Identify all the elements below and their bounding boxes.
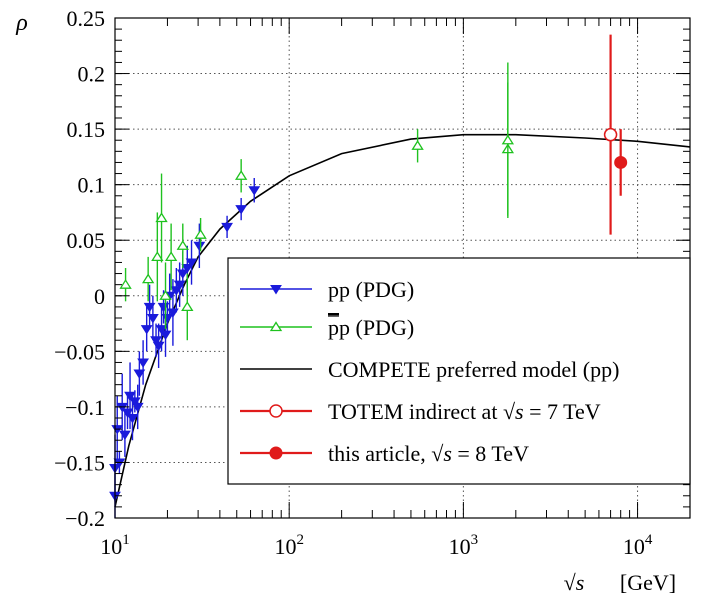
pbarp-marker bbox=[269, 321, 283, 332]
legend-entry: TOTEM indirect at √s = 7 TeV bbox=[240, 399, 601, 424]
legend-entry: COMPETE preferred model (pp) bbox=[240, 357, 619, 382]
pp-marker bbox=[176, 269, 189, 279]
x-tick-label: 103 bbox=[449, 532, 479, 559]
pp-marker bbox=[155, 325, 168, 335]
pp-marker bbox=[146, 314, 159, 324]
pp-marker bbox=[137, 358, 150, 368]
pp-marker bbox=[221, 222, 233, 233]
pbarp-marker bbox=[411, 140, 424, 150]
pbarp-marker bbox=[155, 212, 168, 223]
pbarp-marker bbox=[176, 240, 189, 250]
legend-box bbox=[227, 257, 691, 485]
legend-label-post: = 8 TeV bbox=[452, 441, 529, 466]
totem-7tev-marker bbox=[603, 127, 618, 142]
legend-label-rest: p (PDG) bbox=[339, 315, 414, 340]
y-axis-label: ρ bbox=[15, 10, 28, 36]
x-tick-label: 102 bbox=[274, 532, 304, 559]
legend-label-bar: p bbox=[328, 315, 339, 340]
y-tick-label: −0.05 bbox=[54, 339, 105, 364]
legend-label: pp (PDG) bbox=[328, 277, 414, 302]
legend-label: this article, √s = 8 TeV bbox=[328, 441, 529, 466]
x-tick-label-base: 10 bbox=[623, 534, 645, 559]
x-tick-label-exponent: 4 bbox=[645, 532, 653, 548]
pbarp-marker bbox=[151, 251, 164, 262]
legend-entry: this article, √s = 8 TeV bbox=[240, 441, 529, 466]
pp-marker bbox=[143, 302, 156, 313]
x-axis-label-unit: [GeV] bbox=[620, 570, 676, 595]
x-axis-label-s: s bbox=[576, 570, 585, 595]
x-tick-label-base: 10 bbox=[449, 534, 471, 559]
pp-marker bbox=[167, 308, 179, 318]
x-tick-label-exponent: 3 bbox=[471, 532, 479, 548]
pp-marker bbox=[270, 285, 282, 295]
legend-label: TOTEM indirect at √s = 7 TeV bbox=[328, 399, 601, 424]
y-tick-label: −0.2 bbox=[65, 506, 105, 531]
x-tick-label-base: 10 bbox=[274, 534, 296, 559]
y-tick-label: 0.05 bbox=[67, 228, 106, 253]
pp-marker bbox=[193, 241, 206, 252]
x-tick-label-base: 10 bbox=[100, 534, 122, 559]
pp-marker bbox=[131, 402, 144, 413]
legend-s-variable: s bbox=[443, 441, 452, 466]
pbarp-marker bbox=[159, 290, 172, 300]
legend-label: COMPETE preferred model (pp) bbox=[328, 357, 619, 382]
pp-marker bbox=[119, 430, 131, 441]
legend-sqrt-symbol: √ bbox=[431, 441, 444, 466]
y-tick-label: 0.1 bbox=[78, 173, 106, 198]
pbarp-marker bbox=[181, 301, 194, 312]
y-tick-label: 0.15 bbox=[67, 117, 106, 142]
pp-marker bbox=[185, 258, 198, 268]
totem-7tev-marker bbox=[269, 404, 283, 418]
pp-marker bbox=[126, 414, 139, 424]
x-tick-label-exponent: 1 bbox=[122, 532, 130, 548]
legend-s-variable: s bbox=[515, 399, 524, 424]
y-tick-label: 0.25 bbox=[67, 6, 106, 31]
pbarp-marker bbox=[194, 228, 207, 239]
pbarp-marker bbox=[141, 273, 155, 284]
pp-marker bbox=[248, 186, 261, 196]
legend-entry: pp (PDG) bbox=[240, 315, 414, 340]
x-tick-label-exponent: 2 bbox=[296, 532, 304, 548]
pp-marker bbox=[235, 205, 248, 215]
x-tick-label: 101 bbox=[100, 532, 130, 559]
article-8tev-marker bbox=[269, 446, 283, 460]
y-tick-label: 0 bbox=[94, 284, 105, 309]
pp-marker bbox=[181, 264, 194, 274]
x-axis-label-main: √s bbox=[564, 570, 585, 595]
y-tick-label: 0.2 bbox=[78, 62, 106, 87]
legend-sqrt-symbol: √ bbox=[503, 399, 516, 424]
y-tick-label: −0.15 bbox=[54, 450, 105, 475]
axis-ticks: −0.2−0.15−0.1−0.0500.050.10.150.20.25101… bbox=[54, 6, 690, 559]
legend-label: pp (PDG) bbox=[328, 315, 414, 340]
pp-marker bbox=[133, 369, 146, 379]
y-tick-label: −0.1 bbox=[65, 395, 105, 420]
x-tick-label: 104 bbox=[623, 532, 653, 559]
article-8tev-marker bbox=[614, 155, 628, 169]
legend-entry: pp (PDG) bbox=[240, 277, 414, 302]
legend-label-pre: this article, bbox=[328, 441, 431, 466]
legend-label-pre: TOTEM indirect at bbox=[328, 399, 503, 424]
data-points-layer bbox=[109, 34, 628, 518]
legend: pp (PDG)pp (PDG)COMPETE preferred model … bbox=[227, 257, 691, 485]
pbarp-marker bbox=[234, 170, 248, 180]
x-axis-label-sqrt-symbol: √ bbox=[564, 570, 577, 595]
pbarp-marker bbox=[501, 134, 515, 145]
pbarp-marker bbox=[119, 278, 132, 289]
pbarp-marker bbox=[164, 251, 178, 262]
legend-label-post: = 7 TeV bbox=[524, 399, 601, 424]
